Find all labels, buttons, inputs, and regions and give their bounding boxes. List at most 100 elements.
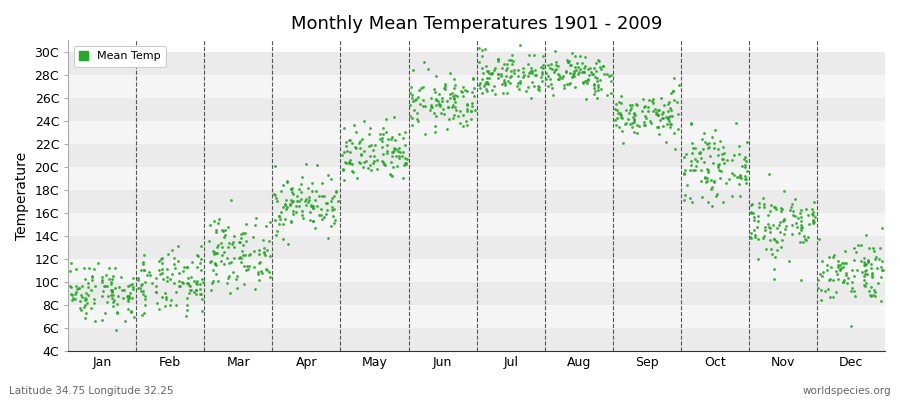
Point bbox=[778, 223, 793, 230]
Point bbox=[875, 225, 889, 231]
Point bbox=[238, 238, 253, 244]
Point bbox=[189, 280, 203, 286]
Point bbox=[806, 212, 821, 218]
Point bbox=[655, 115, 670, 122]
Point bbox=[451, 113, 465, 119]
Point bbox=[518, 72, 532, 78]
Point bbox=[166, 280, 181, 286]
Point bbox=[448, 99, 463, 105]
Point bbox=[211, 220, 225, 226]
Point bbox=[310, 162, 324, 168]
Point bbox=[487, 67, 501, 73]
Point bbox=[286, 190, 301, 197]
Point bbox=[376, 130, 391, 137]
Point bbox=[284, 186, 298, 192]
Point bbox=[560, 57, 574, 63]
Point bbox=[567, 53, 581, 59]
Point bbox=[615, 115, 629, 122]
Point bbox=[568, 64, 582, 70]
Point bbox=[699, 140, 714, 147]
Point bbox=[284, 197, 299, 204]
Point bbox=[397, 162, 411, 168]
Point bbox=[484, 70, 499, 77]
Point bbox=[651, 124, 665, 130]
Point bbox=[114, 286, 129, 293]
Point bbox=[554, 74, 568, 80]
Point bbox=[572, 66, 587, 73]
Point bbox=[377, 161, 392, 168]
Point bbox=[626, 128, 641, 135]
Point bbox=[860, 267, 874, 273]
Point bbox=[634, 108, 649, 114]
Point bbox=[412, 100, 427, 107]
Bar bbox=[68, 144, 885, 167]
Point bbox=[159, 296, 174, 302]
Point bbox=[757, 233, 771, 240]
Point bbox=[594, 85, 608, 92]
Point bbox=[277, 216, 292, 222]
Point bbox=[239, 221, 254, 227]
Point bbox=[571, 60, 585, 66]
Point bbox=[821, 286, 835, 292]
Point bbox=[231, 239, 246, 245]
Point bbox=[618, 121, 633, 128]
Point bbox=[149, 283, 164, 290]
Title: Monthly Mean Temperatures 1901 - 2009: Monthly Mean Temperatures 1901 - 2009 bbox=[291, 15, 662, 33]
Point bbox=[548, 66, 562, 73]
Point bbox=[746, 214, 760, 220]
Point bbox=[209, 229, 223, 235]
Point bbox=[647, 106, 662, 112]
Point bbox=[577, 68, 591, 75]
Point bbox=[224, 241, 238, 248]
Point bbox=[767, 276, 781, 282]
Point bbox=[667, 130, 681, 136]
Point bbox=[355, 136, 369, 142]
Point bbox=[522, 52, 536, 58]
Point bbox=[260, 267, 274, 274]
Point bbox=[442, 116, 456, 123]
Point bbox=[180, 280, 194, 287]
Point bbox=[387, 144, 401, 151]
Point bbox=[816, 269, 831, 275]
Point bbox=[354, 152, 368, 158]
Point bbox=[505, 61, 519, 67]
Point bbox=[242, 252, 256, 258]
Point bbox=[206, 278, 220, 284]
Point bbox=[704, 177, 718, 184]
Point bbox=[752, 204, 767, 210]
Point bbox=[744, 202, 759, 208]
Point bbox=[706, 134, 720, 140]
Point bbox=[706, 140, 721, 146]
Point bbox=[516, 69, 530, 75]
Point bbox=[166, 260, 181, 267]
Point bbox=[806, 216, 820, 223]
Point bbox=[761, 224, 776, 230]
Point bbox=[448, 104, 463, 111]
Point bbox=[525, 79, 539, 86]
Point bbox=[558, 68, 572, 74]
Point bbox=[729, 174, 743, 180]
Point bbox=[770, 225, 784, 231]
Point bbox=[480, 80, 494, 86]
Point bbox=[233, 235, 248, 241]
Point bbox=[480, 79, 494, 85]
Point bbox=[373, 131, 387, 138]
Point bbox=[482, 70, 497, 76]
Point bbox=[223, 290, 238, 296]
Point bbox=[107, 285, 122, 291]
Point bbox=[636, 96, 651, 102]
Point bbox=[859, 280, 873, 286]
Point bbox=[403, 102, 418, 108]
Point bbox=[802, 221, 816, 228]
Point bbox=[678, 192, 692, 198]
Point bbox=[836, 264, 850, 270]
Point bbox=[459, 101, 473, 107]
Point bbox=[127, 314, 141, 320]
Point bbox=[465, 100, 480, 106]
Point bbox=[650, 124, 664, 130]
Point bbox=[652, 107, 667, 113]
Point bbox=[740, 168, 754, 174]
Point bbox=[789, 224, 804, 231]
Point bbox=[694, 178, 708, 184]
Point bbox=[765, 251, 779, 257]
